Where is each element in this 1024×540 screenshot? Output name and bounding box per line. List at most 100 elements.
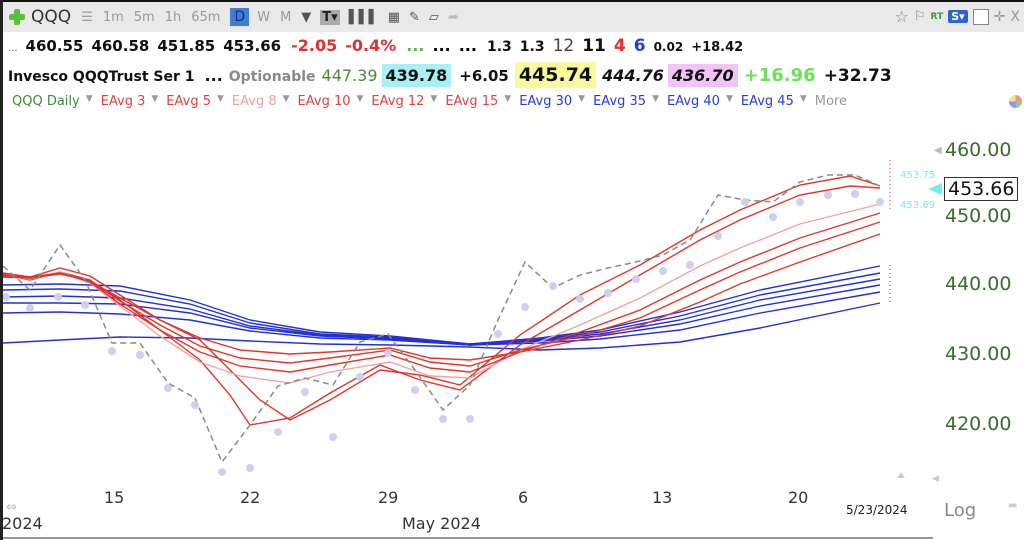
timeframe-m[interactable]: M [280, 9, 292, 25]
redo-icon[interactable]: ➦ [447, 9, 459, 25]
price-chart[interactable] [3, 115, 933, 485]
pencil-icon[interactable]: ✎ [408, 9, 420, 25]
dots-green: ... [406, 36, 425, 55]
y-tick-430: 430.00 [945, 343, 1012, 365]
change-pct-value: -0.4% [345, 36, 397, 55]
value-447-39: 447.39 [321, 66, 378, 85]
marker-lower: 453.69 [900, 200, 935, 211]
s-button[interactable]: S▾ [948, 10, 968, 23]
toolbar-right: ☆ ⚐ RT S▾ ✛ X [895, 7, 1020, 26]
ema-short-lines [3, 175, 881, 426]
value-16-96: +16.96 [743, 65, 816, 86]
color-wheel-icon[interactable] [1009, 95, 1022, 108]
chevron-down-icon[interactable]: ▼ [151, 94, 159, 104]
value-6-05: +6.05 [459, 67, 509, 85]
ema-long-lines [3, 265, 881, 351]
y-tick-420: 420.00 [945, 413, 1012, 435]
legend-eavg-3[interactable]: EAvg 3 [100, 94, 146, 109]
value-32-73: +32.73 [823, 66, 892, 86]
chevron-down-icon[interactable]: ▼ [504, 94, 512, 104]
bar-chart-icon[interactable]: ▌▌▌ [348, 9, 379, 25]
legend-eavg-8[interactable]: EAvg 8 [231, 94, 277, 109]
chevron-down-icon[interactable]: ▼ [216, 94, 224, 104]
legend-eavg-12[interactable]: EAvg 12 [371, 94, 425, 109]
lead-dots: ... [8, 43, 18, 54]
chevron-down-icon[interactable]: ▼ [652, 94, 659, 104]
timeframe-d[interactable]: D [230, 8, 250, 26]
chevron-down-icon[interactable]: ▼ [578, 94, 586, 104]
legend-qqq-daily[interactable]: QQQ Daily [12, 94, 80, 109]
x-tick-29: 29 [378, 488, 399, 507]
bottom-divider [3, 537, 933, 539]
month-label-left: 2024 [2, 514, 43, 533]
x-tick-6: 6 [518, 488, 529, 507]
star-icon[interactable]: ☆ [894, 7, 909, 26]
timeframe-w[interactable]: W [257, 9, 271, 25]
quote-row-ohlc: ... 460.55 460.58 451.85 453.66 -2.05 -0… [8, 36, 743, 58]
text-tool-icon[interactable]: T▾ [320, 9, 340, 25]
chevron-down-icon[interactable]: ▼ [282, 94, 290, 104]
month-label-may: May 2024 [402, 514, 481, 533]
chevron-down-icon[interactable]: ▼ [301, 9, 312, 25]
name-dots: ... [204, 66, 223, 85]
timeframe-65m[interactable]: 65m [191, 9, 221, 25]
timeframe-5m[interactable]: 5m [133, 9, 155, 25]
open-value: 460.55 [25, 37, 84, 55]
security-name: Invesco QQQTrust Ser 1 [8, 69, 195, 85]
flag-icon[interactable]: ⚐ [913, 9, 926, 24]
chevron-down-icon[interactable]: ▼ [725, 94, 733, 104]
stat-0-02: 0.02 [653, 40, 684, 54]
low-value: 451.85 [157, 37, 216, 55]
chevron-down-icon[interactable]: ▼ [85, 94, 93, 104]
legend-more[interactable]: More [814, 94, 847, 109]
scroll-arrows-icon[interactable]: ⇔ [6, 500, 17, 515]
legend-eavg-40[interactable]: EAvg 40 [666, 94, 720, 109]
legend-eavg-35[interactable]: EAvg 35 [593, 94, 647, 109]
legend-eavg-10[interactable]: EAvg 10 [297, 94, 351, 109]
legend-eavg-45[interactable]: EAvg 45 [740, 94, 794, 109]
legend-eavg-15[interactable]: EAvg 15 [445, 94, 499, 109]
x-tick-22: 22 [240, 488, 261, 507]
chevron-down-icon[interactable]: ▼ [356, 94, 364, 104]
x-tick-15: 15 [104, 488, 125, 507]
value-445-74: 445.74 [514, 62, 597, 88]
value-436-70: 436.70 [667, 64, 738, 87]
legend-eavg-5[interactable]: EAvg 5 [166, 94, 211, 109]
chevron-down-icon[interactable]: ▼ [430, 94, 438, 104]
grid-add-icon[interactable]: ▦ [387, 9, 400, 25]
y-tick-440: 440.00 [945, 273, 1012, 295]
value-439-78: 439.78 [381, 64, 452, 87]
legend-eavg-30[interactable]: EAvg 30 [519, 94, 573, 109]
price-dots [3, 190, 884, 476]
list-icon[interactable]: ☰ [81, 9, 93, 25]
stat-12: 12 [552, 36, 575, 56]
folder-icon[interactable]: ▱ [428, 9, 439, 25]
current-price-pointer-icon [928, 183, 942, 195]
symbol-label[interactable]: QQQ [31, 7, 72, 27]
close-icon[interactable]: X [1010, 8, 1020, 25]
rt-icon[interactable]: RT [930, 11, 944, 22]
toolbar: QQQ ☰ 1m 5m 1h 65m D W M ▼ T▾ ▌▌▌ ▦ ✎ ▱ … [3, 0, 1024, 32]
dots-black-1: ... [432, 36, 451, 55]
stat-1-3-a: 1.3 [486, 39, 512, 55]
stat-6: 6 [633, 36, 646, 56]
optionable-label: Optionable [228, 69, 316, 85]
x-tick-13: 13 [652, 488, 673, 507]
price-marker-left-icon: ◀ [934, 145, 942, 156]
dots-black-2: ... [458, 36, 477, 55]
change-value: -2.05 [291, 36, 338, 55]
chevron-down-icon[interactable]: ▼ [799, 94, 807, 104]
y-tick-460: 460.00 [945, 139, 1012, 161]
timeframe-1h[interactable]: 1h [164, 9, 182, 25]
indicator-legend: QQQ Daily ▼ EAvg 3 ▼ EAvg 5 ▼ EAvg 8 ▼ EAvg … [12, 94, 853, 109]
timeframe-1m[interactable]: 1m [102, 9, 124, 25]
add-symbol-icon[interactable] [9, 9, 25, 25]
log-scale-toggle[interactable]: Log [944, 500, 977, 521]
current-price-box: 453.66 [944, 177, 1019, 201]
collapse-arrow-icon[interactable]: ◀ [932, 474, 939, 484]
save-icon[interactable] [972, 8, 989, 25]
high-value: 460.58 [91, 37, 150, 55]
move-icon[interactable]: ✛ [993, 8, 1006, 25]
scale-dropdown-icon[interactable]: ▬ [1008, 500, 1018, 511]
